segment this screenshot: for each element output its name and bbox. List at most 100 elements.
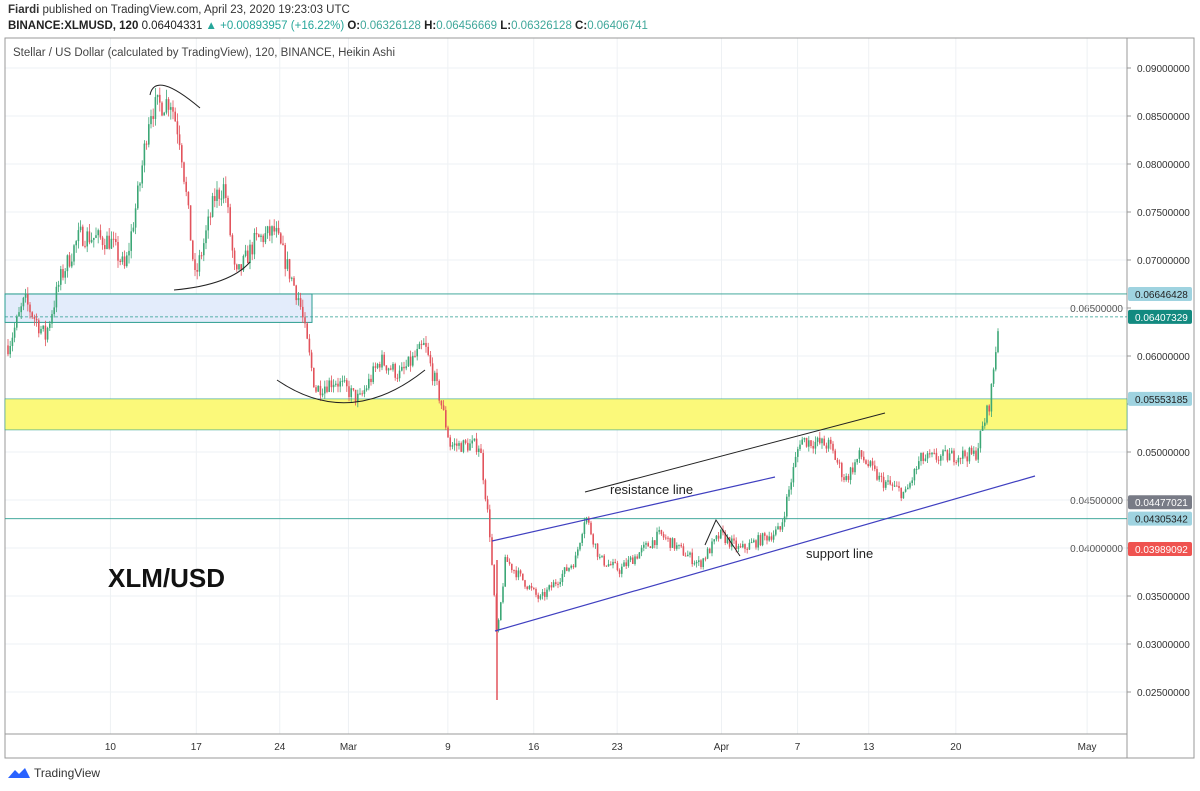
candle-body [849, 467, 852, 480]
candle-body [605, 565, 608, 567]
candle-body [973, 450, 975, 454]
candle-body [277, 227, 280, 234]
candle-body [907, 487, 909, 490]
candle-body [863, 456, 865, 461]
candle-body [632, 557, 634, 564]
candle-body [904, 489, 907, 492]
candle-body [38, 320, 40, 334]
candle-body [13, 327, 16, 338]
candle-body [359, 393, 361, 395]
candle-body [550, 585, 553, 588]
candle-body [11, 337, 14, 347]
candle-body [398, 370, 401, 379]
candle-body [962, 450, 964, 459]
candle-body [504, 557, 506, 587]
candle-body [566, 567, 568, 571]
candle-body [995, 352, 997, 370]
candle-body [407, 356, 410, 367]
candle-body [174, 111, 176, 122]
candle-body [651, 540, 654, 548]
candle-body [425, 342, 427, 347]
candles [7, 87, 999, 633]
candle-body [95, 235, 97, 238]
candle-body [167, 99, 170, 110]
candle-body [326, 386, 328, 392]
candle-body [592, 534, 594, 545]
candle-body [781, 522, 784, 530]
pair-label: XLM/USD [108, 563, 225, 593]
y-tick-label: 0.09000000 [1137, 64, 1190, 75]
price-chart[interactable]: 0.02500000 0.03000000 0.03500000 0.04000000… [0, 0, 1200, 760]
tradingview-logo[interactable]: TradingView [8, 766, 100, 780]
candle-body [750, 542, 753, 544]
candle-body [528, 585, 531, 589]
publish-info: Fiardi published on TradingView.com, Apr… [8, 4, 350, 16]
candle-body [731, 538, 733, 547]
candle-body [321, 393, 324, 396]
candle-body [387, 368, 390, 371]
candle-body [588, 517, 590, 523]
candle-body [929, 453, 931, 455]
candle-body [669, 537, 671, 548]
candle-body [922, 453, 924, 461]
candle-body [112, 238, 115, 240]
candle-body [931, 452, 933, 455]
candle-body [766, 535, 768, 541]
candle-body [194, 259, 196, 271]
candle-body [827, 439, 830, 449]
candle-body [220, 198, 223, 200]
support-zone-rect [4, 398, 1128, 431]
candle-body [35, 318, 38, 321]
candle-body [515, 570, 517, 578]
candle-body [957, 457, 960, 463]
candle-body [680, 544, 682, 547]
price-label: 0.06646428 [1135, 290, 1188, 301]
price-label-bg [1128, 511, 1192, 526]
candle-body [346, 380, 348, 387]
candle-body [484, 480, 487, 500]
brand-name: TradingView [34, 766, 101, 780]
candle-body [337, 383, 339, 387]
candle-body [594, 543, 597, 545]
candle-body [757, 535, 759, 548]
candle-body [596, 543, 599, 557]
candle-body [658, 530, 660, 532]
candle-body [176, 121, 179, 135]
candle-body [808, 440, 810, 447]
support-trendline [494, 475, 1036, 632]
candle-body [570, 565, 572, 568]
candle-body [442, 405, 445, 411]
candle-body [676, 545, 678, 549]
candle-body [22, 297, 25, 307]
candle-body [634, 556, 636, 564]
candle-body [953, 450, 955, 463]
price-change: ▲ +0.00893957 (+16.22%) [205, 20, 345, 32]
candle-body [286, 259, 289, 269]
candle-body [227, 197, 229, 208]
candle-body [200, 255, 203, 257]
candle-body [724, 532, 726, 544]
candle-body [229, 207, 231, 236]
candle-body [187, 191, 190, 206]
candle-body [924, 458, 927, 461]
candle-body [57, 284, 60, 287]
publish-date: published on TradingView.com, April 23, … [42, 4, 350, 16]
candle-body [273, 226, 275, 232]
candle-body [968, 447, 971, 462]
candle-body [819, 437, 821, 444]
candle-body [618, 570, 621, 574]
candle-body [9, 346, 11, 355]
candle-body [134, 208, 137, 228]
author[interactable]: Fiardi [8, 4, 40, 16]
candle-body [90, 239, 93, 243]
candle-body [871, 461, 874, 466]
candle-body [964, 450, 966, 457]
candle-body [882, 476, 885, 488]
candle-body [110, 238, 113, 249]
candle-body [238, 264, 240, 270]
candle-body [845, 476, 847, 481]
candle-body [742, 544, 744, 548]
candle-body [368, 378, 370, 389]
candle-body [970, 447, 973, 454]
candle-body [269, 226, 271, 236]
